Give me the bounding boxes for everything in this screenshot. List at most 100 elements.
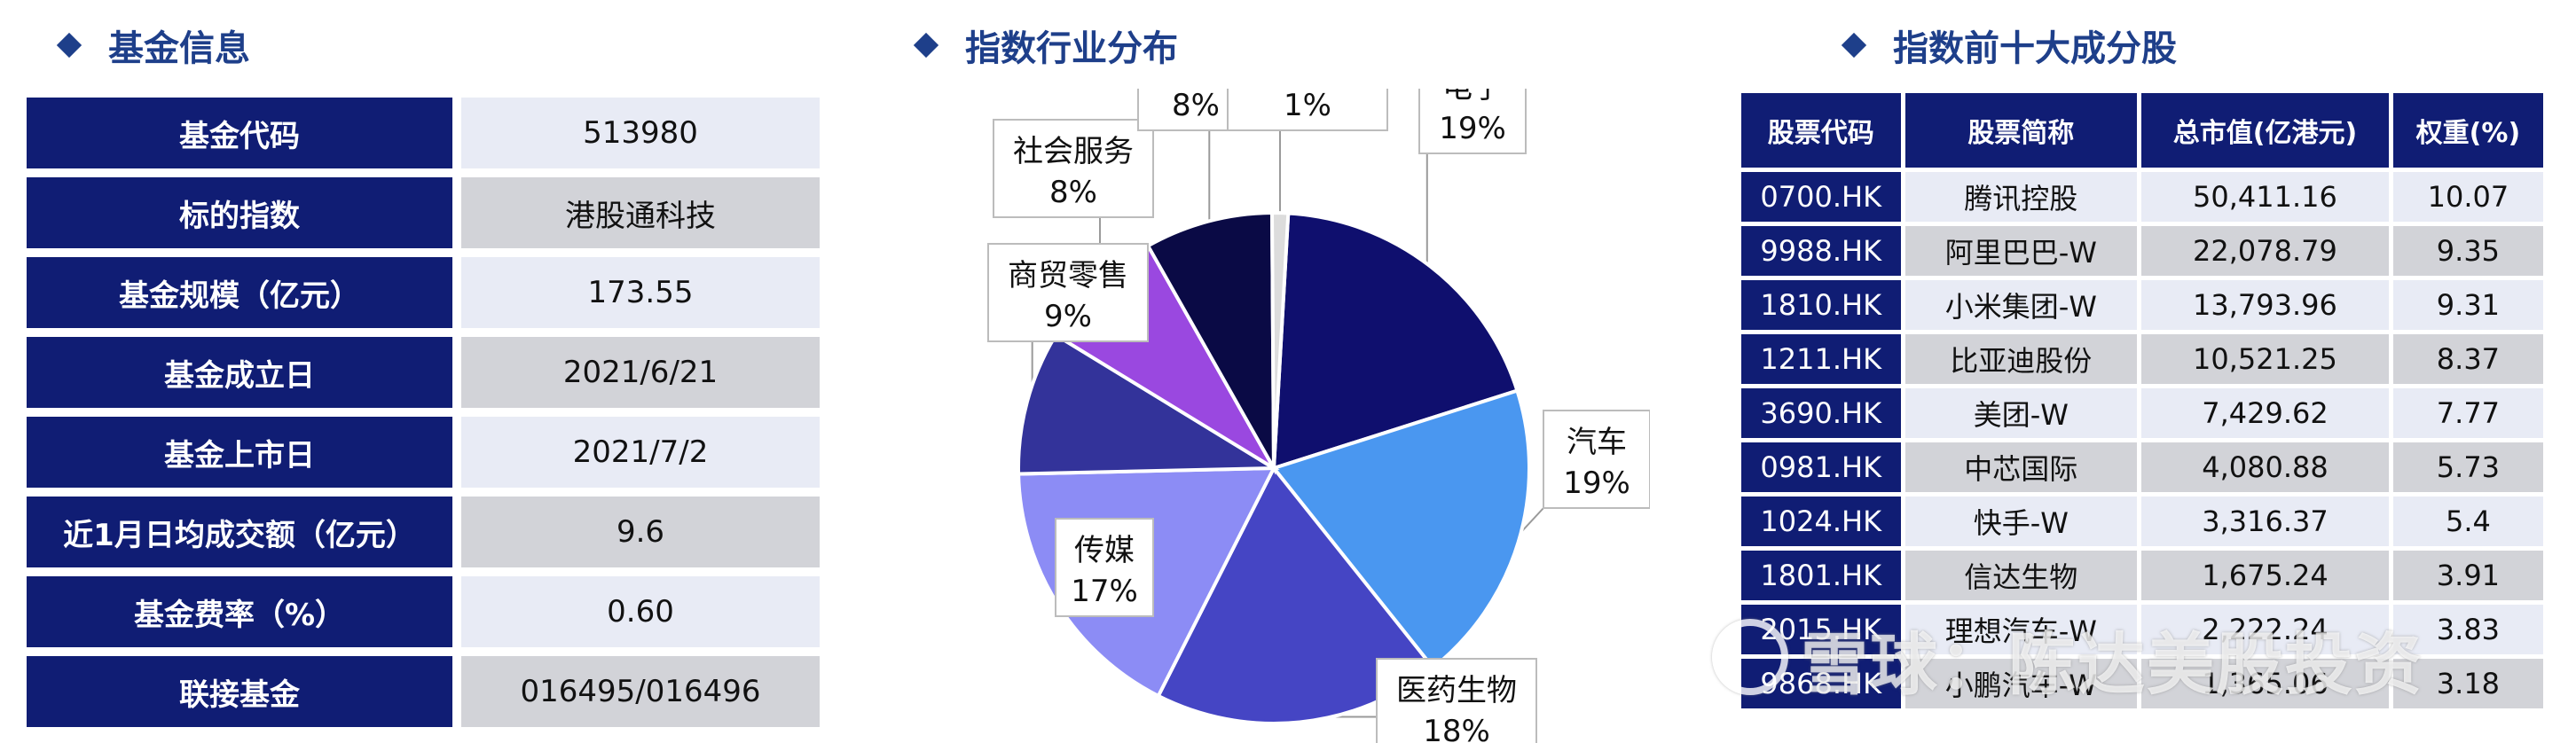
pie-label: 汽车 19% [1543, 410, 1650, 509]
holding-mcap-cell: 13,793.96 [2141, 280, 2389, 330]
holding-mcap-cell: 4,080.88 [2141, 442, 2389, 492]
fund-info-label: 近1月日均成交额（亿元） [27, 497, 452, 567]
holding-name-cell: 理想汽车-W [1905, 605, 2138, 654]
pie-label-box [1418, 89, 1527, 154]
holding-code-cell: 1810.HK [1741, 280, 1901, 330]
pie-label: 传媒 17% [1055, 518, 1154, 617]
holding-code-cell: 0981.HK [1741, 442, 1901, 492]
pie-slice [1269, 211, 1291, 469]
pie-label-name: 汽车 [1567, 425, 1627, 460]
pie-label-box [1055, 518, 1154, 617]
holding-name-cell: 阿里巴巴-W [1905, 226, 2138, 276]
fund-info-value: 513980 [452, 98, 820, 168]
holding-weight-cell: 3.91 [2392, 551, 2543, 600]
fund-info-label: 基金代码 [27, 98, 452, 168]
pie-label: 电子 19% [1418, 89, 1527, 154]
section-title-text: 基金信息 [108, 28, 250, 69]
watermark-text: 雪球：陈达美股投资 [1801, 625, 2423, 704]
holding-name-cell: 信达生物 [1905, 551, 2138, 600]
holding-weight-cell: 5.73 [2392, 442, 2543, 492]
pie-label-box [1376, 658, 1537, 743]
pie-label-name: 电子 [1442, 89, 1503, 106]
holding-name-cell: 美团-W [1905, 388, 2138, 438]
pie-label-box [993, 119, 1154, 218]
holding-weight-cell: 7.77 [2392, 388, 2543, 438]
fund-info-value: 173.55 [452, 257, 820, 328]
holding-code-cell: 1801.HK [1741, 551, 1901, 600]
pie-label-box [987, 243, 1149, 342]
pie-label: 社会服务 8% [993, 119, 1154, 218]
pie-label-name: 医药生物 [1396, 673, 1517, 708]
holding-code-cell: 9988.HK [1741, 226, 1901, 276]
pie-slice [1270, 388, 1531, 670]
holding-weight-cell: 9.31 [2392, 280, 2543, 330]
pie-label-name: 传媒 [1074, 533, 1135, 568]
fund-info-label: 基金成立日 [27, 337, 452, 408]
header-mcap: 总市值(亿港元) [2141, 93, 2389, 168]
holding-name-cell: 比亚迪股份 [1905, 334, 2138, 384]
holding-mcap-cell: 2,222.24 [2141, 605, 2389, 654]
holding-name-cell: 腾讯控股 [1905, 172, 2138, 222]
header-name: 股票简称 [1905, 93, 2138, 168]
holding-row: 9988.HK 阿里巴巴-W 22,078.79 9.35 [1741, 226, 2543, 276]
holding-row: 0700.HK 腾讯控股 50,411.16 10.07 [1741, 172, 2543, 222]
holding-row: 1801.HK 信达生物 1,675.24 3.91 [1741, 551, 2543, 600]
fund-info-row: 近1月日均成交额（亿元） 9.6 [27, 497, 820, 567]
pie-label-name: 社会服务 [1013, 134, 1134, 169]
fund-info-value: 9.6 [452, 497, 820, 567]
pie-label: 商贸零售 9% [987, 243, 1149, 342]
holding-name-cell: 中芯国际 [1905, 442, 2138, 492]
fund-info-value: 0.60 [452, 576, 820, 647]
holding-row: 1211.HK 比亚迪股份 10,521.25 8.37 [1741, 334, 2543, 384]
top10-holdings-table: 股票代码 股票简称 总市值(亿港元) 权重(%) 0700.HK 腾讯控股 50,4… [1737, 89, 2548, 713]
pie-label-pct: 8% [1049, 175, 1097, 210]
holding-mcap-cell: 10,521.25 [2141, 334, 2389, 384]
holding-weight-cell: 3.18 [2392, 659, 2543, 708]
section-title-industry: 指数行业分布 [913, 20, 1178, 71]
pie-slice [1145, 210, 1276, 475]
pie-label-pct: 19% [1563, 465, 1630, 501]
diamond-bullet-icon [1841, 32, 1867, 59]
holdings-header-row: 股票代码 股票简称 总市值(亿港元) 权重(%) [1741, 93, 2543, 168]
pie-label-box [1227, 89, 1388, 131]
holding-weight-cell: 9.35 [2392, 226, 2543, 276]
fund-info-row: 标的指数 港股通科技 [27, 177, 820, 248]
holding-mcap-cell: 1,365.06 [2141, 659, 2389, 708]
fund-info-label: 标的指数 [27, 177, 452, 248]
fund-info-value: 2021/6/21 [452, 337, 820, 408]
holding-name-cell: 快手-W [1905, 497, 2138, 546]
fund-info-label: 基金费率（%） [27, 576, 452, 647]
holding-row: 2015.HK 理想汽车-W 2,222.24 3.83 [1741, 605, 2543, 654]
fund-info-value: 港股通科技 [452, 177, 820, 248]
fund-info-row: 基金规模（亿元） 173.55 [27, 257, 820, 328]
holding-mcap-cell: 7,429.62 [2141, 388, 2389, 438]
holding-name-cell: 小米集团-W [1905, 280, 2138, 330]
pie-label: 电力设备1% [1227, 89, 1388, 131]
fund-info-row: 基金成立日 2021/6/21 [27, 337, 820, 408]
fund-info-value: 2021/7/2 [452, 417, 820, 488]
holding-mcap-cell: 22,078.79 [2141, 226, 2389, 276]
pie-label: 医药生物 18% [1376, 658, 1537, 743]
pie-label-pct: 17% [1071, 574, 1138, 609]
fund-info-row: 基金费率（%） 0.60 [27, 576, 820, 647]
pie-label-pct: 9% [1044, 299, 1092, 334]
holding-code-cell: 1211.HK [1741, 334, 1901, 384]
section-title-top10: 指数前十大成分股 [1841, 20, 2177, 71]
holding-row: 1024.HK 快手-W 3,316.37 5.4 [1741, 497, 2543, 546]
fund-info-label: 联接基金 [27, 656, 452, 727]
pie-label-pct: 18% [1423, 714, 1490, 743]
holding-weight-cell: 8.37 [2392, 334, 2543, 384]
fund-info-row: 基金代码 513980 [27, 98, 820, 168]
pie-label-box [1543, 410, 1650, 509]
holding-row: 3690.HK 美团-W 7,429.62 7.77 [1741, 388, 2543, 438]
holding-weight-cell: 5.4 [2392, 497, 2543, 546]
holding-name-cell: 小鹏汽车-W [1905, 659, 2138, 708]
holding-mcap-cell: 50,411.16 [2141, 172, 2389, 222]
holding-code-cell: 3690.HK [1741, 388, 1901, 438]
holding-code-cell: 0700.HK [1741, 172, 1901, 222]
holding-row: 1810.HK 小米集团-W 13,793.96 9.31 [1741, 280, 2543, 330]
fund-info-row: 基金上市日 2021/7/2 [27, 417, 820, 488]
fund-info-value: 016495/016496 [452, 656, 820, 727]
holding-mcap-cell: 1,675.24 [2141, 551, 2389, 600]
fund-info-row: 联接基金 016495/016496 [27, 656, 820, 727]
